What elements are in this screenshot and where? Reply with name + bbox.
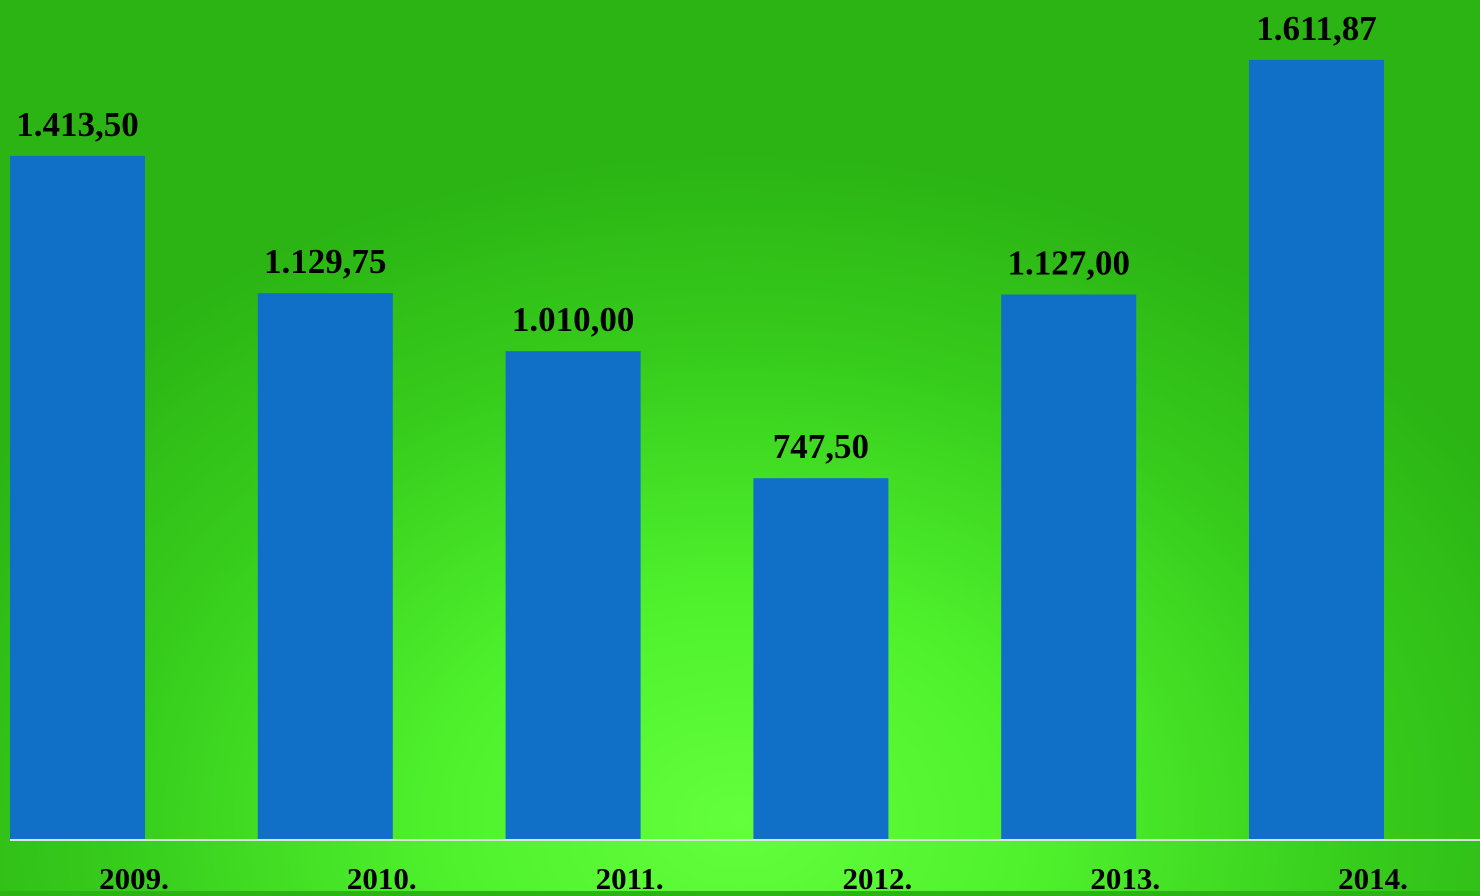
- bars-layer: [10, 59, 1384, 840]
- x-tick-label-2011: 2011.: [596, 861, 664, 891]
- bar-2013: [1001, 294, 1137, 840]
- x-tick-label-2013: 2013.: [1090, 861, 1160, 891]
- bar-2012: [753, 478, 889, 840]
- data-label-2012: 747,50: [773, 427, 869, 466]
- bar-2009: [10, 155, 145, 840]
- data-label-2014: 1.611,87: [1256, 9, 1377, 48]
- x-tick-label-2010: 2010.: [347, 861, 417, 891]
- data-label-2011: 1.010,00: [512, 300, 635, 339]
- data-labels-layer: 1.413,50 1.129,75 1.010,00 747,50 1.127,00 1.…: [16, 9, 1377, 466]
- x-tick-label-2012: 2012.: [843, 861, 913, 891]
- x-tick-label-2014: 2014.: [1338, 861, 1408, 891]
- bar-2010: [257, 293, 393, 840]
- data-label-2010: 1.129,75: [264, 242, 387, 281]
- bar-2011: [505, 351, 641, 840]
- data-label-2009: 1.413,50: [16, 105, 139, 144]
- x-tick-label-2009: 2009.: [99, 861, 169, 891]
- data-label-2013: 1.127,00: [1007, 244, 1130, 283]
- bar-2014: [1249, 59, 1384, 840]
- x-axis-tick-labels: 2009. 2010. 2011. 2012. 2013. 2014.: [99, 861, 1408, 896]
